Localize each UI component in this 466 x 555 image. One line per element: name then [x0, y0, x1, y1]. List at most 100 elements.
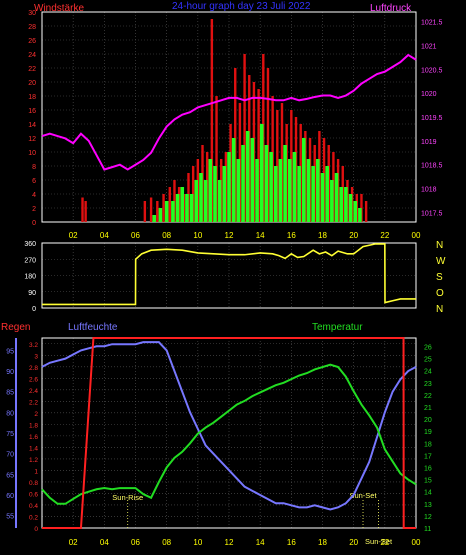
- temperature-tick-label: 22: [424, 393, 432, 400]
- gust-bar: [162, 194, 165, 222]
- wind-bar: [264, 145, 269, 222]
- wind-bar: [259, 124, 264, 222]
- pressure-tick-label: 1019.5: [421, 115, 443, 122]
- wind-bar: [292, 152, 297, 222]
- wind-bar: [353, 201, 358, 222]
- wind-tick-label: 12: [28, 136, 36, 143]
- humidity-tick-label: 65: [6, 472, 14, 479]
- compass-label: O: [436, 288, 444, 299]
- temperature-tick-label: 24: [424, 369, 432, 376]
- rain-tick-label: 0.8: [29, 480, 38, 487]
- compass-label: S: [436, 272, 443, 283]
- plot-frame: [41, 242, 417, 309]
- rain-title: Regen: [1, 322, 30, 333]
- wind-bar: [222, 166, 227, 222]
- wind-tick-label: 26: [28, 38, 36, 45]
- wind-bar: [189, 194, 194, 222]
- time-tick-label: 04: [100, 231, 109, 240]
- wind-bar: [358, 208, 362, 222]
- wind-bar: [306, 159, 311, 222]
- gust-bar: [168, 187, 171, 222]
- wind-tick-label: 10: [28, 150, 36, 157]
- wind-tick-label: 24: [28, 52, 36, 59]
- pressure-tick-label: 1021.5: [421, 20, 443, 27]
- temperature-tick-label: 13: [424, 502, 432, 509]
- direction-tick-label: 0: [32, 306, 36, 313]
- wind-bar: [311, 166, 315, 222]
- rain-tick-label: 1.4: [29, 445, 38, 452]
- wind-bar: [208, 159, 213, 222]
- time-tick-label: 00: [412, 231, 421, 240]
- humidity-tick-label: 55: [6, 514, 14, 521]
- gust-bar: [257, 89, 260, 222]
- wind-bar: [245, 131, 250, 222]
- time-tick-label: 14: [256, 231, 265, 240]
- humidity-line: [41, 341, 417, 511]
- wind-bar: [325, 166, 329, 222]
- wind-bar: [339, 187, 343, 222]
- time-tick-label: 08: [162, 538, 171, 547]
- rain-tick-label: 1.8: [29, 422, 38, 429]
- temperature-tick-label: 17: [424, 453, 432, 460]
- direction-tick-label: 180: [24, 274, 36, 281]
- humidity-tick-label: 95: [6, 348, 14, 355]
- wind-bar: [273, 166, 278, 222]
- wind-bar: [287, 159, 292, 222]
- pressure-title: Luftdruck: [370, 3, 412, 14]
- wind-bar: [227, 152, 231, 222]
- rain-tick-label: 2: [34, 411, 38, 418]
- annotation-label: Sun-Set: [365, 537, 393, 546]
- wind-tick-label: 20: [28, 80, 36, 87]
- rain-humidity-temperature-chart: 0 0.2 0.4 0.6 0.8 1 1.2 1.4 1.6 1.8 2 2.2 2.4 2.6 2.8 3…: [6, 337, 432, 547]
- wind-bar: [320, 173, 325, 222]
- humidity-tick-label: 70: [6, 452, 14, 459]
- compass-label: N: [436, 240, 443, 251]
- rain-tick-label: 2.6: [29, 376, 38, 383]
- annotation-label: Sun-Set: [349, 491, 377, 500]
- wind-bar: [297, 166, 301, 222]
- direction-tick-label: 360: [24, 241, 36, 248]
- time-tick-label: 06: [131, 231, 140, 240]
- wind-bar: [344, 187, 348, 222]
- pressure-tick-label: 1020: [421, 91, 437, 98]
- wind-bar: [185, 194, 189, 222]
- wind-bar: [250, 138, 255, 222]
- temperature-tick-label: 19: [424, 429, 432, 436]
- temperature-tick-label: 26: [424, 344, 432, 351]
- direction-tick-label: 90: [28, 290, 36, 297]
- wind-tick-label: 18: [28, 94, 36, 101]
- time-tick-label: 02: [69, 538, 78, 547]
- wind-bar: [348, 194, 353, 222]
- temperature-tick-label: 12: [424, 514, 432, 521]
- wind-pressure-chart: 0246810121416182022242628301017.51018101…: [28, 10, 442, 240]
- wind-bar: [217, 180, 222, 222]
- wind-bar: [316, 159, 320, 222]
- rain-tick-label: 1: [34, 468, 38, 475]
- pressure-tick-label: 1018: [421, 187, 437, 194]
- time-tick-label: 16: [287, 538, 296, 547]
- wind-tick-label: 28: [28, 24, 36, 31]
- wind-bar: [175, 194, 180, 222]
- wind-bar: [236, 159, 241, 222]
- wind-bar: [241, 145, 245, 222]
- direction-tick-label: 270: [24, 257, 36, 264]
- rain-tick-label: 1.2: [29, 457, 38, 464]
- gust-bar: [243, 54, 246, 222]
- rain-tick-label: 3.2: [29, 342, 38, 349]
- time-tick-label: 20: [349, 231, 358, 240]
- temperature-tick-label: 25: [424, 357, 432, 364]
- time-tick-label: 02: [69, 231, 78, 240]
- wind-bar: [283, 145, 287, 222]
- pressure-tick-label: 1020.5: [421, 67, 443, 74]
- rain-tick-label: 2.2: [29, 399, 38, 406]
- wind-bar: [152, 215, 156, 222]
- wind-tick-label: 30: [28, 10, 36, 17]
- gust-bar: [364, 201, 368, 222]
- direction-line: [42, 243, 416, 306]
- wind-tick-label: 0: [32, 220, 36, 227]
- compass-label: W: [436, 256, 446, 267]
- time-tick-label: 18: [318, 231, 327, 240]
